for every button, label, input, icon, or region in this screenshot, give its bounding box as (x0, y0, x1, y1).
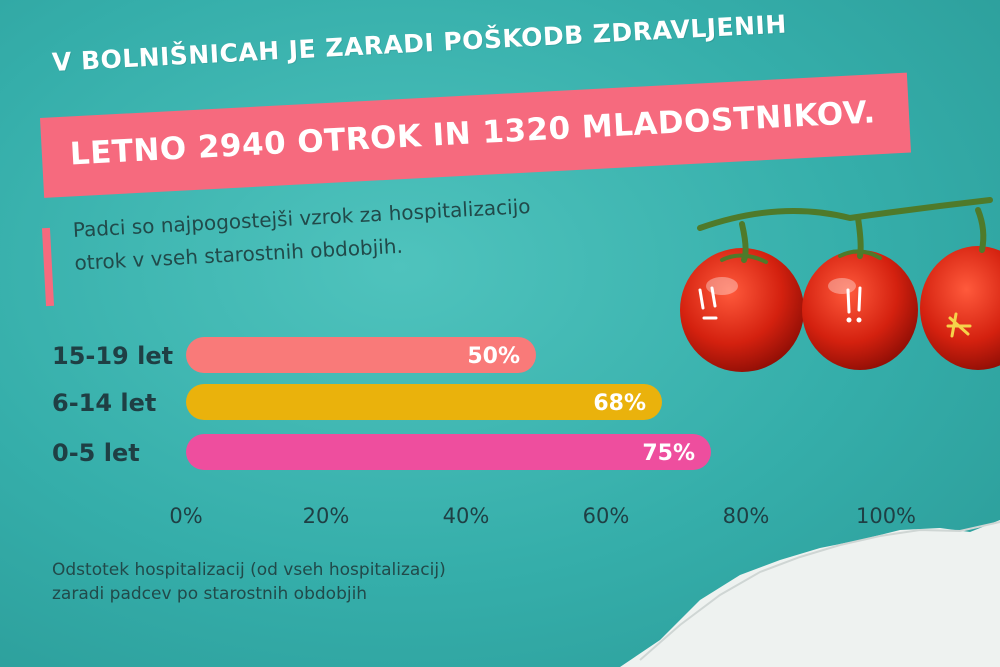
vine-stem-icon (697, 197, 993, 264)
category-label: 6-14 let (52, 389, 156, 417)
headline-line-2: LETNO 2940 OTROK IN 1320 MLADOSTNIKOV. (69, 94, 877, 173)
tomato-icon (802, 250, 918, 370)
footnote-line-2: zaradi padcev po starostnih obdobjih (52, 584, 368, 604)
footnote-line-1: Odstotek hospitalizacij (od vseh hospita… (52, 560, 446, 580)
headline-line-1: V BOLNIŠNICAH JE ZARADI POŠKODB ZDRAVLJE… (51, 9, 788, 77)
headline-banner: LETNO 2940 OTROK IN 1320 MLADOSTNIKOV. (40, 72, 911, 198)
subtitle: Padci so najpogostejši vzrok za hospital… (72, 182, 695, 280)
data-label: 50% (467, 344, 520, 369)
bar (186, 337, 536, 373)
bar (186, 434, 711, 470)
x-tick-label: 100% (856, 504, 916, 528)
tomato-illustration (680, 197, 1000, 372)
x-tick-label: 60% (583, 504, 630, 528)
bar (186, 384, 662, 420)
data-label: 68% (593, 391, 646, 416)
x-tick-label: 80% (723, 504, 770, 528)
category-label: 15-19 let (52, 342, 173, 370)
subtitle-accent-bar (41, 227, 55, 307)
category-label: 0-5 let (52, 439, 140, 467)
x-tick-label: 20% (303, 504, 350, 528)
footnote: Odstotek hospitalizacij (od vseh hospita… (52, 558, 572, 606)
x-tick-label: 40% (443, 504, 490, 528)
bar-chart: 15-19 let 50% 6-14 let 68% 0-5 let 75% 0% 20% 40… (52, 337, 916, 528)
tomato-icon (680, 248, 804, 372)
data-label: 75% (642, 441, 695, 466)
x-tick-label: 0% (169, 504, 202, 528)
tomato-icon (920, 246, 1000, 370)
